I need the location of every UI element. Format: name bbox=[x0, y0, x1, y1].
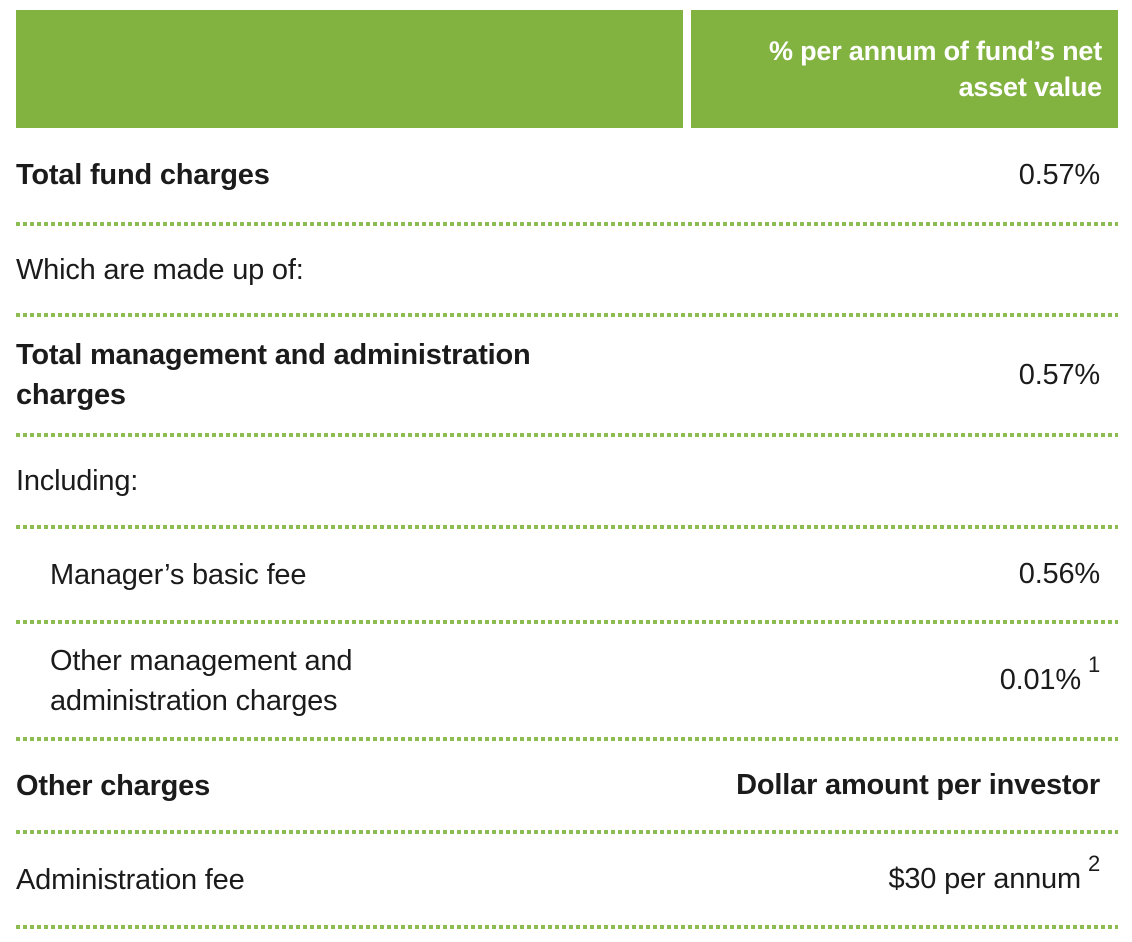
row-administration-fee: Administration fee $30 per annum 2 bbox=[16, 834, 1118, 925]
row-divider bbox=[16, 313, 1118, 317]
row-which-are-made-up-of: Which are made up of: bbox=[16, 226, 1118, 313]
row-divider bbox=[16, 620, 1118, 624]
row-other-charges: Other charges Dollar amount per investor bbox=[16, 741, 1118, 830]
row-divider bbox=[16, 222, 1118, 226]
row-label: Which are made up of: bbox=[16, 253, 304, 286]
row-label: Including: bbox=[16, 465, 139, 497]
row-value-text: $30 per annum bbox=[888, 863, 1081, 895]
footnote-marker-1: 1 bbox=[1087, 652, 1100, 677]
row-value: Dollar amount per investor bbox=[736, 769, 1100, 801]
row-label: Other management and administration char… bbox=[50, 644, 353, 717]
header-value-cell: % per annum of fund’s net asset value bbox=[691, 10, 1118, 128]
fund-charges-table: % per annum of fund’s net asset value To… bbox=[16, 10, 1118, 929]
row-value: 0.57% bbox=[1018, 358, 1100, 391]
footnote-marker-2: 2 bbox=[1087, 851, 1100, 876]
row-label: Administration fee bbox=[16, 863, 245, 896]
row-managers-basic-fee: Manager’s basic fee 0.56% bbox=[16, 529, 1118, 620]
row-divider bbox=[16, 433, 1118, 437]
header-label-cell bbox=[16, 10, 683, 128]
row-divider bbox=[16, 525, 1118, 529]
row-value: 0.57% bbox=[1018, 158, 1100, 191]
row-value-text: 0.01% bbox=[999, 664, 1081, 696]
row-total-fund-charges: Total fund charges 0.57% bbox=[16, 128, 1118, 222]
row-value: 0.56% bbox=[1018, 558, 1100, 590]
row-label: Total fund charges bbox=[16, 159, 270, 191]
row-label: Manager’s basic fee bbox=[50, 558, 307, 591]
row-total-management-admin-charges: Total management and administration char… bbox=[16, 317, 1118, 433]
row-divider bbox=[16, 830, 1118, 834]
row-divider bbox=[16, 925, 1118, 929]
row-value: 0.01% 1 bbox=[999, 654, 1118, 697]
row-other-management-admin-charges: Other management and administration char… bbox=[16, 624, 1118, 737]
row-including: Including: bbox=[16, 437, 1118, 525]
row-value: $30 per annum 2 bbox=[888, 853, 1118, 896]
row-divider bbox=[16, 737, 1118, 741]
header-value-column-title: % per annum of fund’s net asset value bbox=[768, 36, 1102, 102]
row-label: Total management and administration char… bbox=[16, 339, 531, 411]
table-header-row: % per annum of fund’s net asset value bbox=[16, 10, 1118, 128]
row-label: Other charges bbox=[16, 769, 211, 802]
